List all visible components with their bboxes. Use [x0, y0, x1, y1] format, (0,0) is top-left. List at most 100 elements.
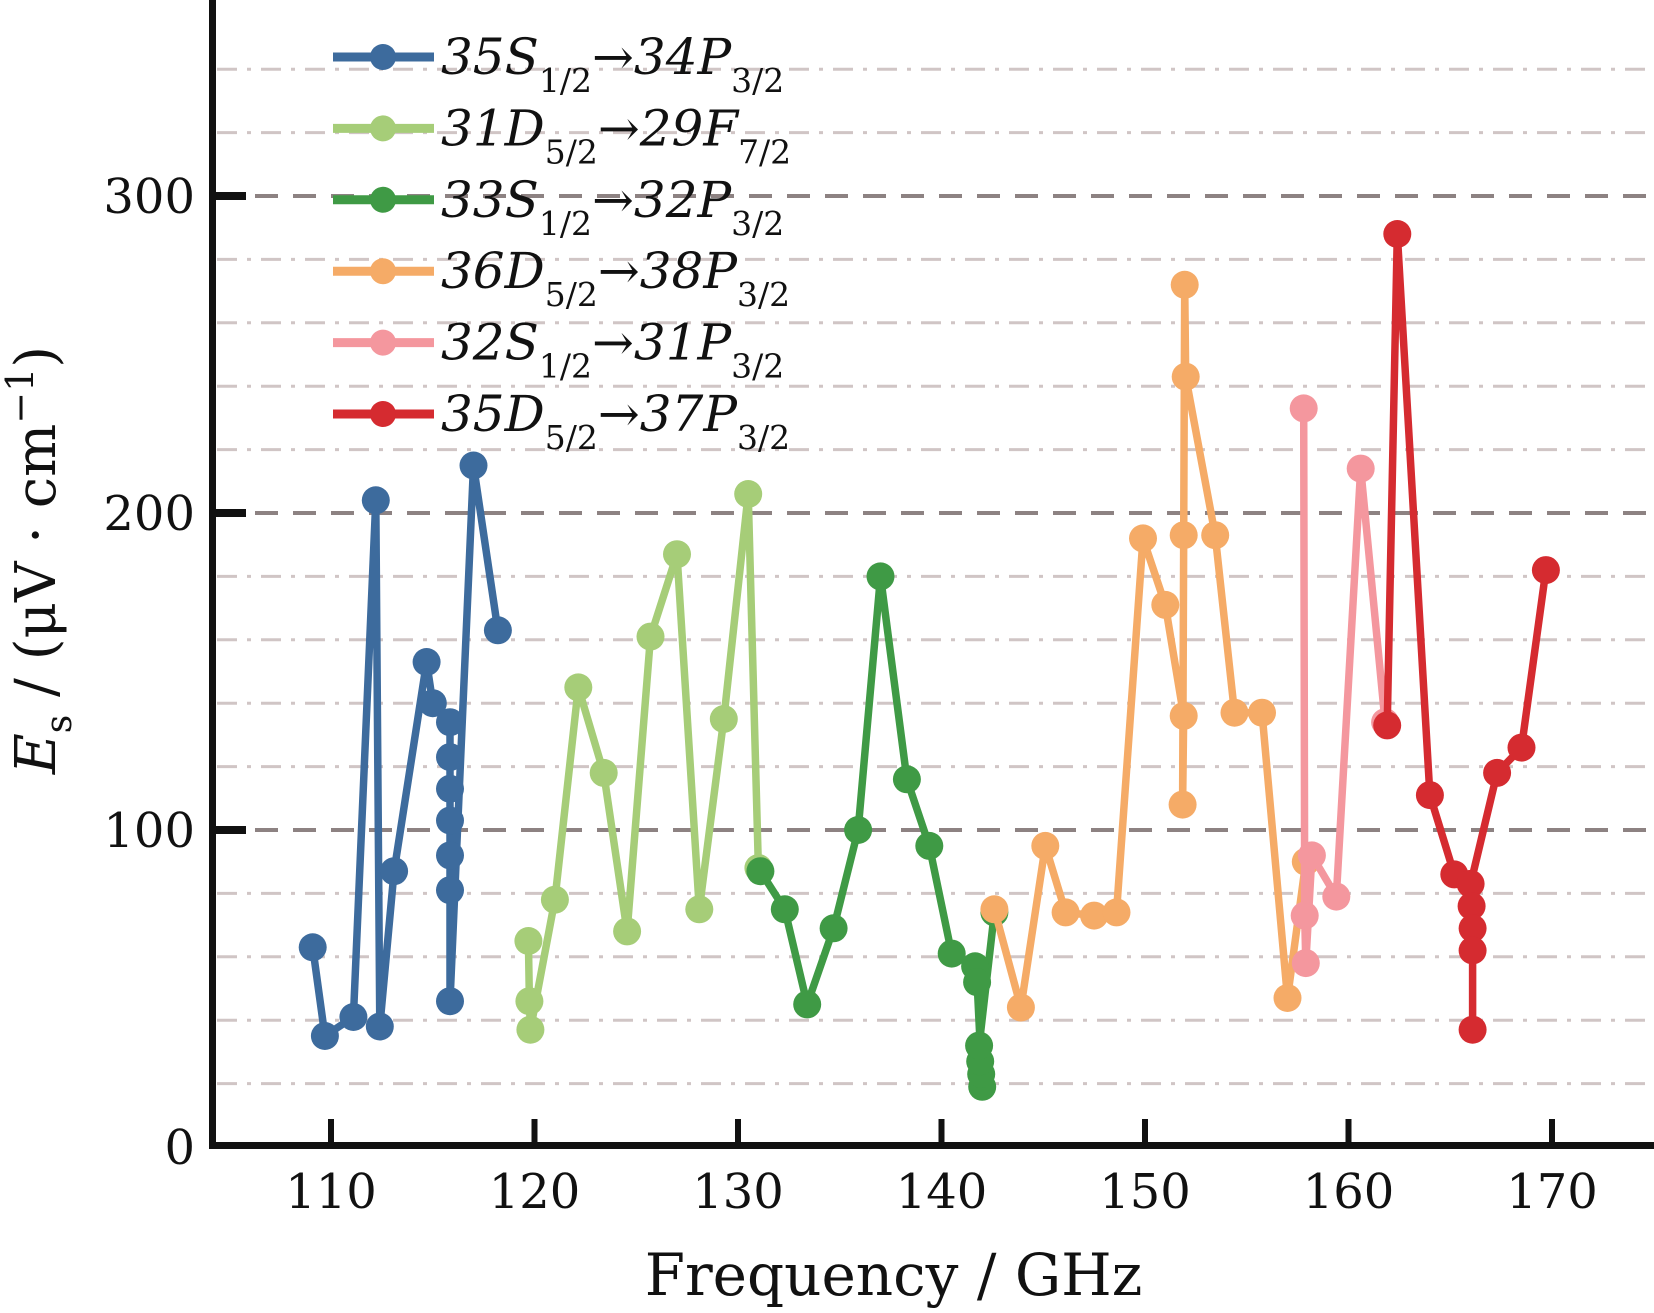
data-point: [1456, 869, 1485, 898]
data-point: [459, 451, 488, 480]
series-line: [308, 461, 502, 1040]
data-point: [613, 917, 642, 946]
data-point: [685, 895, 714, 924]
y-tick: [216, 509, 246, 517]
x-tick: [1345, 1119, 1352, 1142]
data-point: [436, 743, 464, 772]
data-point: [436, 987, 464, 1016]
data-point: [1297, 841, 1326, 870]
data-point: [589, 758, 618, 787]
x-tick-label: 110: [285, 1164, 377, 1220]
x-tick-label: 160: [1303, 1164, 1395, 1220]
legend-dot-sample: [370, 186, 396, 213]
y-axis-line: [209, 0, 216, 1149]
legend-label: 35D5/2→37P3/2: [441, 385, 790, 457]
data-point: [1031, 831, 1060, 860]
data-point: [1373, 711, 1402, 740]
data-point: [965, 1031, 994, 1060]
data-point: [1170, 270, 1199, 299]
data-point: [1248, 698, 1276, 727]
data-point: [516, 1015, 545, 1044]
data-point: [819, 914, 848, 943]
data-point: [1129, 524, 1157, 553]
x-axis-line: [209, 1142, 1654, 1149]
y-tick-label: 300: [103, 169, 195, 225]
legend-entry: 36D5/2→38P3/2: [333, 242, 790, 314]
data-point: [1102, 898, 1131, 927]
data-point: [436, 841, 464, 870]
legend-entry: 31D5/2→29F7/2: [333, 99, 791, 171]
x-axis: 110 120 130 140 150 160 170: [285, 1119, 1598, 1220]
data-point: [1171, 362, 1200, 391]
x-tick-label: 130: [692, 1164, 784, 1220]
x-tick: [735, 1119, 741, 1142]
data-point: [1383, 220, 1412, 248]
data-point: [1169, 701, 1198, 730]
data-point: [1458, 914, 1487, 943]
data-point: [980, 895, 1009, 924]
data-point: [1220, 698, 1249, 727]
data-point: [915, 831, 944, 860]
x-tick: [1142, 1119, 1148, 1142]
data-point: [1322, 882, 1351, 911]
data-point: [1051, 898, 1080, 927]
data-point: [1006, 993, 1035, 1022]
legend-label: 32S1/2→31P3/2: [441, 314, 784, 386]
data-point: [663, 540, 691, 569]
y-tick-label: 200: [103, 486, 195, 542]
data-point: [1346, 454, 1375, 483]
data-point: [564, 673, 593, 702]
data-point: [1531, 556, 1560, 585]
x-tick: [938, 1119, 945, 1142]
data-point: [436, 806, 464, 835]
data-point: [412, 648, 441, 676]
series-line: [1383, 230, 1550, 1034]
legend-dot-sample: [370, 44, 396, 70]
data-point: [963, 968, 992, 997]
data-point: [1458, 1015, 1487, 1044]
data-point: [1080, 901, 1109, 930]
series-35S1/2→34P3/2: [298, 451, 512, 1050]
data-point: [310, 1022, 339, 1050]
y-axis: 0 100 200 300: [103, 169, 246, 1176]
data-point: [866, 562, 895, 591]
gridlines: [217, 67, 1654, 1086]
legend-entry: 32S1/2→31P3/2: [333, 314, 784, 386]
axes: [209, 0, 1654, 1149]
y-tick-label: 100: [103, 803, 195, 859]
data-point: [1507, 733, 1536, 762]
data-point: [636, 622, 665, 651]
data-point: [1458, 936, 1487, 965]
data-point: [793, 990, 822, 1019]
data-point: [361, 486, 390, 515]
legend-entry: 33S1/2→32P3/2: [333, 171, 784, 243]
series-32S1/2→31P3/2: [1289, 394, 1400, 978]
data-point: [937, 939, 966, 968]
legend-label: 35S1/2→34P3/2: [441, 28, 784, 100]
x-tick-label: 170: [1506, 1164, 1598, 1220]
data-point: [844, 816, 873, 844]
data-point: [1483, 758, 1512, 787]
data-point: [892, 765, 921, 794]
data-point: [709, 705, 738, 733]
legend-label: 33S1/2→32P3/2: [441, 171, 784, 243]
x-tick-label: 140: [896, 1164, 988, 1220]
x-tick: [1549, 1119, 1555, 1142]
data-point: [1168, 790, 1197, 819]
data-point: [380, 857, 409, 886]
data-point: [1290, 901, 1319, 930]
series-line: [1299, 404, 1389, 967]
data-point: [418, 689, 447, 718]
y-axis-title: Es / (μV · cm−1): [0, 346, 80, 775]
data-point: [746, 857, 775, 886]
data-point: [1169, 521, 1198, 550]
legend-dot-sample: [370, 401, 396, 427]
data-point: [515, 987, 544, 1016]
data-point: [1273, 984, 1302, 1012]
series-line: [524, 490, 763, 1034]
data-point: [1457, 892, 1486, 921]
data-point: [436, 708, 464, 737]
data-point: [365, 1012, 394, 1041]
